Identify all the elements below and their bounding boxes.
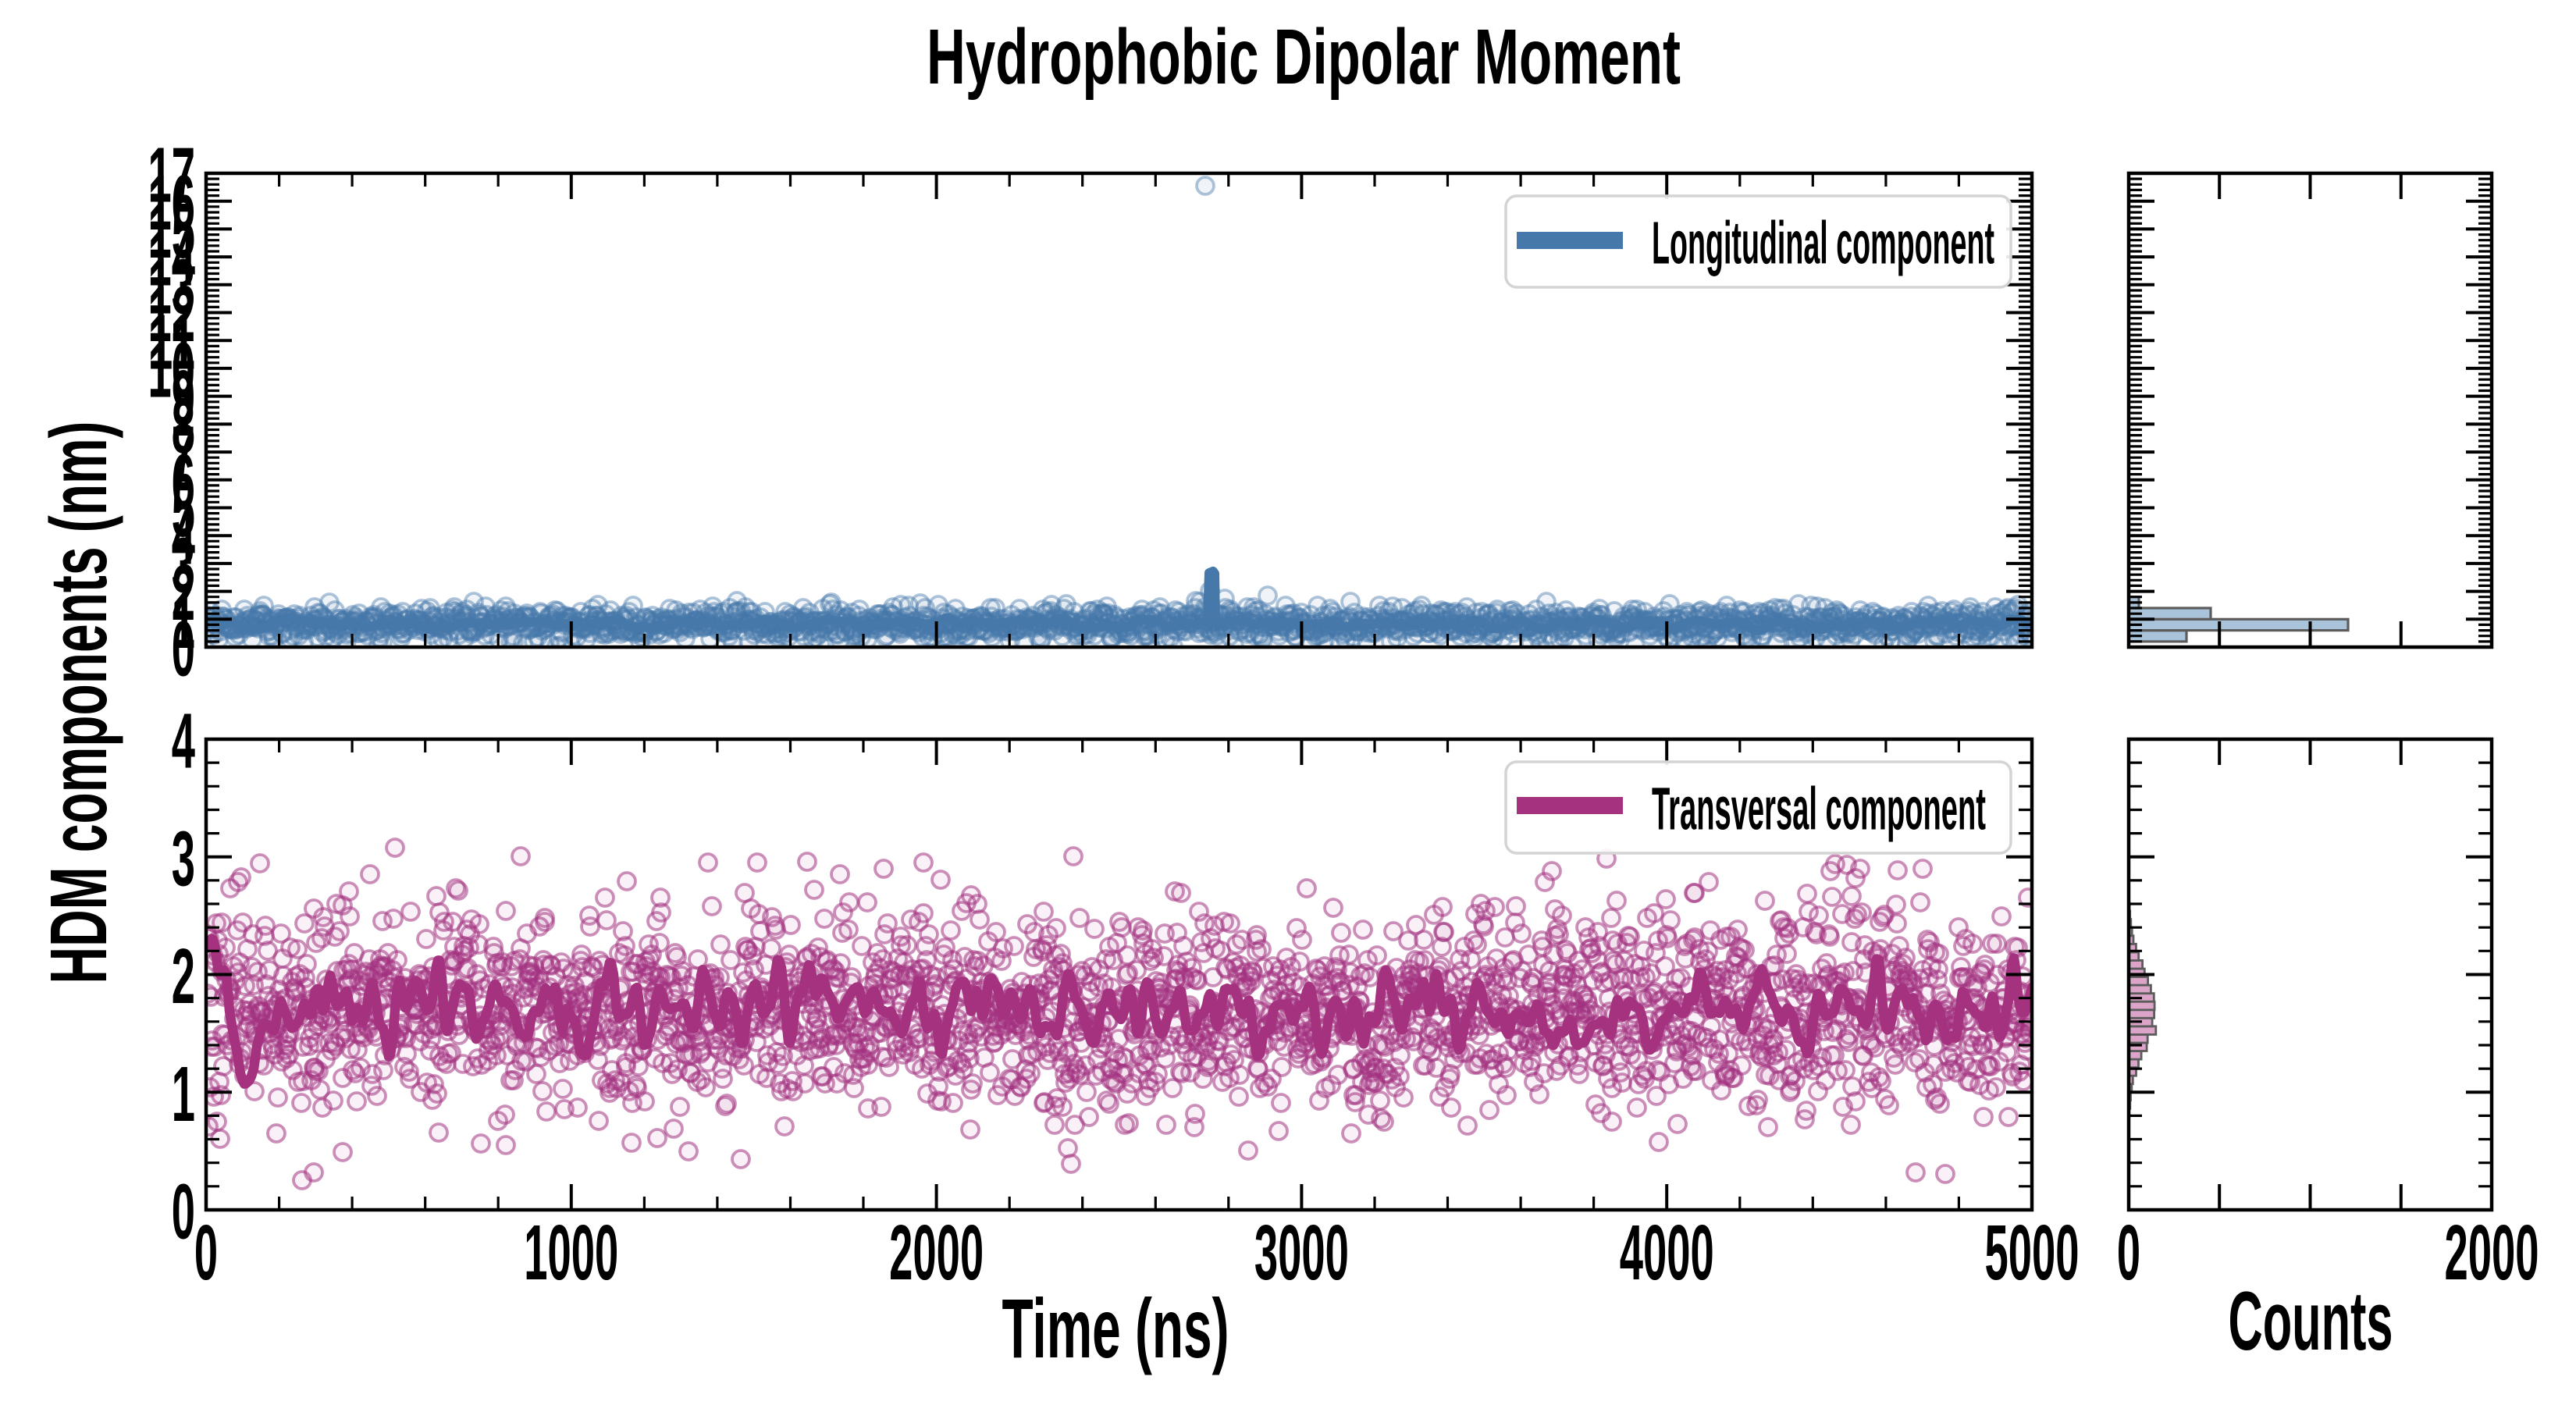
svg-text:4000: 4000 [1620,1209,1714,1297]
svg-text:1: 1 [172,1051,195,1138]
svg-text:2000: 2000 [2445,1209,2539,1297]
svg-text:Hydrophobic Dipolar Moment: Hydrophobic Dipolar Moment [927,13,1681,101]
svg-text:Counts: Counts [2229,1274,2393,1368]
svg-text:4: 4 [172,698,195,785]
svg-text:4: 4 [172,494,195,582]
svg-text:6: 6 [172,438,195,525]
svg-text:14: 14 [148,215,196,303]
svg-text:9: 9 [172,354,195,442]
svg-text:3: 3 [172,521,195,609]
svg-text:0: 0 [2117,1209,2140,1297]
svg-text:17: 17 [148,132,196,219]
svg-text:7: 7 [172,411,195,498]
svg-text:2: 2 [172,550,195,637]
svg-text:13: 13 [148,243,196,330]
svg-text:1000: 1000 [524,1209,618,1297]
svg-text:8: 8 [172,382,195,470]
svg-text:1: 1 [172,578,195,665]
svg-text:0: 0 [194,1209,218,1297]
svg-text:0: 0 [172,606,195,693]
svg-text:3000: 3000 [1254,1209,1349,1297]
svg-text:Longitudinal component: Longitudinal component [1652,210,1994,277]
svg-text:HDM components (nm): HDM components (nm) [34,422,123,984]
svg-text:0: 0 [172,1168,195,1256]
svg-text:15: 15 [148,187,196,275]
svg-text:12: 12 [148,271,196,358]
svg-text:5: 5 [172,466,195,553]
svg-text:11: 11 [148,299,196,386]
svg-text:16: 16 [148,159,196,247]
svg-text:5000: 5000 [1985,1209,2080,1297]
svg-text:Transversal component: Transversal component [1652,776,1986,843]
svg-text:2: 2 [172,933,195,1020]
svg-text:10: 10 [148,326,196,414]
svg-text:Time (ns): Time (ns) [1002,1281,1229,1375]
svg-text:2000: 2000 [889,1209,984,1297]
svg-text:3: 3 [172,815,195,902]
